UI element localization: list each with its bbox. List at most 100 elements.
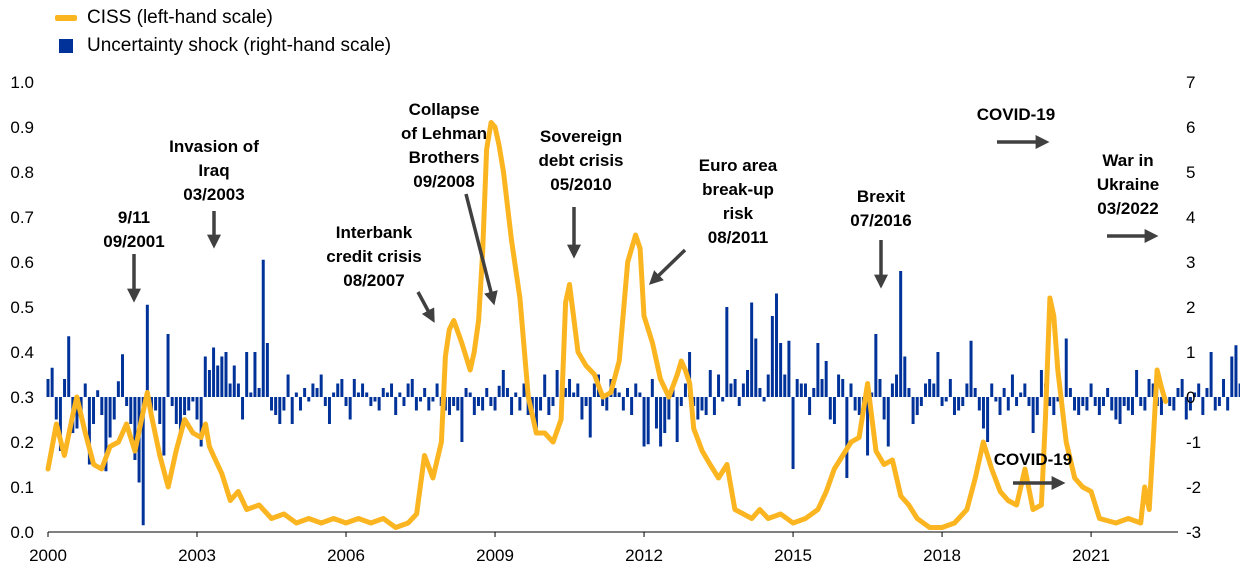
uncertainty-bar bbox=[265, 343, 269, 397]
uncertainty-bar bbox=[1068, 388, 1072, 397]
y-right-tick-label: 4 bbox=[1186, 208, 1195, 227]
uncertainty-bar bbox=[419, 397, 423, 402]
uncertainty-bar bbox=[319, 374, 323, 397]
uncertainty-bar bbox=[1081, 397, 1085, 406]
uncertainty-bar bbox=[907, 388, 911, 397]
annotation-line: debt crisis bbox=[538, 151, 623, 170]
uncertainty-bar bbox=[464, 388, 468, 397]
uncertainty-bar bbox=[207, 370, 211, 397]
uncertainty-bar bbox=[385, 392, 389, 397]
uncertainty-bar bbox=[1002, 388, 1006, 397]
uncertainty-bar bbox=[870, 392, 874, 397]
uncertainty-bar bbox=[414, 397, 418, 411]
uncertainty-bar bbox=[501, 370, 505, 397]
annotation-line: Euro area bbox=[699, 156, 778, 175]
uncertainty-bar bbox=[965, 383, 969, 397]
uncertainty-bar bbox=[166, 334, 170, 397]
annotation-line: 07/2016 bbox=[850, 211, 911, 230]
uncertainty-bar bbox=[882, 397, 886, 420]
uncertainty-bar bbox=[787, 340, 791, 397]
uncertainty-bar bbox=[1213, 397, 1217, 411]
uncertainty-bar bbox=[555, 370, 559, 397]
uncertainty-bar bbox=[1222, 379, 1226, 397]
annotation-label: Collapse of Lehman Brothers 09/2008 bbox=[401, 100, 487, 191]
uncertainty-bar bbox=[427, 397, 431, 411]
uncertainty-bar bbox=[50, 367, 54, 397]
uncertainty-bar bbox=[236, 383, 240, 397]
uncertainty-bar bbox=[241, 397, 245, 420]
uncertainty-bar bbox=[1135, 370, 1139, 397]
uncertainty-bar bbox=[448, 397, 451, 415]
uncertainty-bar bbox=[915, 397, 919, 415]
x-tick-label: 2015 bbox=[774, 546, 812, 565]
annotation-line: War in bbox=[1102, 151, 1153, 170]
uncertainty-bar bbox=[1126, 397, 1130, 411]
uncertainty-bar bbox=[543, 374, 547, 397]
uncertainty-bar bbox=[613, 388, 617, 397]
annotation-arrow-icon bbox=[416, 291, 435, 323]
uncertainty-bar bbox=[356, 392, 360, 397]
y-right-tick-label: -1 bbox=[1186, 433, 1201, 452]
uncertainty-bar bbox=[369, 397, 373, 406]
uncertainty-bar bbox=[518, 397, 522, 411]
uncertainty-bar bbox=[187, 397, 191, 411]
uncertainty-bar bbox=[282, 397, 286, 411]
uncertainty-bar bbox=[75, 397, 79, 429]
uncertainty-bar bbox=[592, 383, 596, 397]
uncertainty-bar bbox=[803, 383, 807, 397]
uncertainty-bar bbox=[112, 397, 116, 420]
uncertainty-bar bbox=[274, 397, 278, 415]
uncertainty-bar bbox=[617, 392, 621, 397]
x-tick-label: 2009 bbox=[476, 546, 514, 565]
uncertainty-bar bbox=[994, 397, 998, 402]
uncertainty-bar bbox=[203, 356, 207, 397]
uncertainty-bar bbox=[650, 379, 654, 397]
uncertainty-bar bbox=[216, 365, 220, 397]
uncertainty-bar bbox=[452, 397, 456, 406]
uncertainty-bar bbox=[158, 397, 162, 424]
uncertainty-bar bbox=[67, 336, 71, 397]
uncertainty-bar bbox=[485, 388, 489, 397]
uncertainty-bar bbox=[170, 397, 174, 406]
uncertainty-bar bbox=[1010, 374, 1014, 397]
uncertainty-bar bbox=[837, 374, 841, 397]
uncertainty-bar bbox=[299, 397, 302, 411]
uncertainty-bar bbox=[1168, 397, 1172, 406]
axes: 2000 2003 2006 2009 2012 2015 2018 20210.00.10.… bbox=[10, 73, 1201, 565]
uncertainty-bar bbox=[121, 354, 124, 397]
uncertainty-bar bbox=[468, 392, 472, 397]
uncertainty-bar bbox=[534, 397, 538, 429]
uncertainty-bar bbox=[762, 397, 766, 402]
uncertainty-bar bbox=[828, 397, 832, 420]
uncertainty-bars bbox=[46, 259, 1240, 526]
uncertainty-bar bbox=[178, 397, 182, 438]
uncertainty-bar bbox=[340, 379, 344, 397]
uncertainty-bar bbox=[133, 397, 137, 460]
annotation-arrow-icon bbox=[648, 248, 687, 285]
uncertainty-bar bbox=[195, 397, 199, 420]
uncertainty-bar bbox=[944, 397, 948, 402]
annotation-label: Euro area break-up risk 08/2011 bbox=[699, 156, 778, 247]
uncertainty-bar bbox=[919, 397, 923, 406]
uncertainty-bar bbox=[659, 397, 663, 447]
uncertainty-bar bbox=[232, 365, 236, 397]
annotation-line: Brothers bbox=[409, 148, 480, 167]
uncertainty-bar bbox=[1201, 397, 1205, 415]
annotation-label: Sovereign debt crisis 05/2010 bbox=[538, 127, 623, 194]
uncertainty-bar bbox=[381, 388, 385, 397]
uncertainty-bar bbox=[1085, 397, 1089, 411]
uncertainty-bar bbox=[1139, 397, 1143, 406]
y-left-tick-label: 0.4 bbox=[10, 343, 34, 362]
annotation-label: Brexit 07/2016 bbox=[850, 187, 911, 230]
uncertainty-bar bbox=[696, 397, 700, 420]
uncertainty-bar bbox=[87, 397, 91, 465]
uncertainty-bar bbox=[1089, 383, 1093, 397]
uncertainty-bar bbox=[141, 397, 145, 526]
uncertainty-bar bbox=[1006, 397, 1010, 411]
uncertainty-bar bbox=[708, 370, 712, 397]
uncertainty-bar bbox=[700, 397, 704, 411]
uncertainty-bar bbox=[1151, 383, 1155, 397]
uncertainty-bar bbox=[1209, 352, 1213, 397]
uncertainty-bar bbox=[286, 374, 290, 397]
uncertainty-bar bbox=[849, 383, 853, 397]
